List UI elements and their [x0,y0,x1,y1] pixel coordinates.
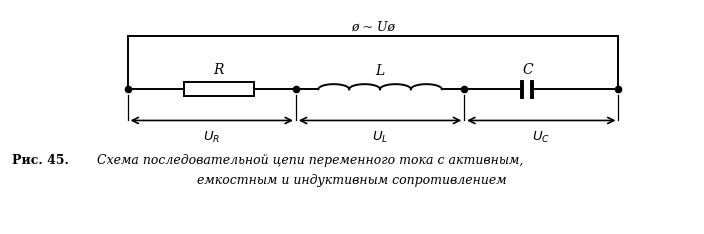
Text: $U_R$: $U_R$ [203,130,220,145]
Text: емкостным и индуктивным сопротивлением: емкостным и индуктивным сопротивлением [197,174,507,187]
Text: $U_L$: $U_L$ [372,130,388,145]
Text: L: L [375,64,384,78]
Text: Рис. 45.: Рис. 45. [12,154,69,167]
Text: ø ~ Uø: ø ~ Uø [351,21,395,34]
Text: R: R [213,63,224,77]
Text: Схема последовательной цепи переменного тока с активным,: Схема последовательной цепи переменного … [92,154,523,167]
Text: C: C [522,63,533,77]
Text: $U_C$: $U_C$ [532,130,551,145]
Bar [184,82,254,96]
